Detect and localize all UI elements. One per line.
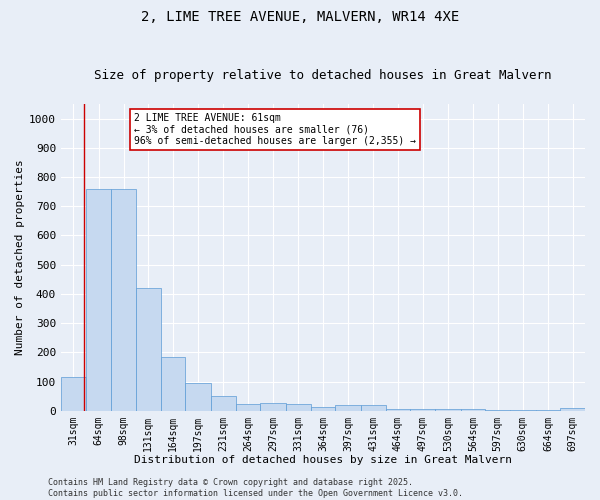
Bar	[361, 405, 386, 410]
Text: 2, LIME TREE AVENUE, MALVERN, WR14 4XE: 2, LIME TREE AVENUE, MALVERN, WR14 4XE	[141, 10, 459, 24]
Title: Size of property relative to detached houses in Great Malvern: Size of property relative to detached ho…	[94, 69, 552, 82]
Bar	[311, 406, 335, 410]
Y-axis label: Number of detached properties: Number of detached properties	[15, 160, 25, 355]
Bar	[86, 188, 111, 410]
Bar	[236, 404, 260, 410]
Text: 2 LIME TREE AVENUE: 61sqm
← 3% of detached houses are smaller (76)
96% of semi-d: 2 LIME TREE AVENUE: 61sqm ← 3% of detach…	[134, 113, 416, 146]
X-axis label: Distribution of detached houses by size in Great Malvern: Distribution of detached houses by size …	[134, 455, 512, 465]
Bar	[61, 377, 86, 410]
Bar	[335, 405, 361, 410]
Text: Contains HM Land Registry data © Crown copyright and database right 2025.
Contai: Contains HM Land Registry data © Crown c…	[48, 478, 463, 498]
Bar	[136, 288, 161, 410]
Bar	[211, 396, 236, 410]
Bar	[560, 408, 585, 410]
Bar	[286, 404, 311, 410]
Bar	[260, 404, 286, 410]
Bar	[111, 188, 136, 410]
Bar	[161, 356, 185, 410]
Bar	[185, 383, 211, 410]
